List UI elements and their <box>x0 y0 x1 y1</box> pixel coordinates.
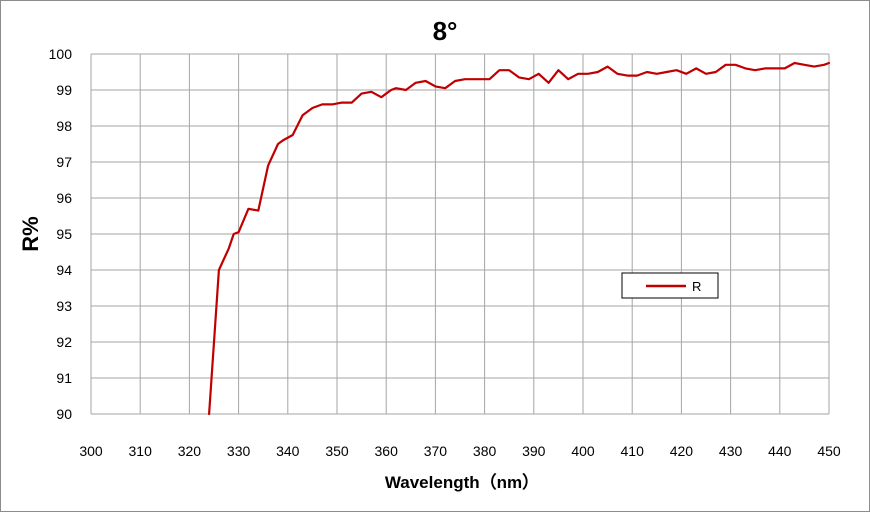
x-tick-label: 390 <box>522 443 546 459</box>
y-tick-label: 98 <box>56 118 72 134</box>
y-tick-label: 90 <box>56 406 72 422</box>
x-tick-label: 340 <box>276 443 300 459</box>
x-tick-label: 330 <box>227 443 251 459</box>
y-tick-label: 91 <box>56 370 72 386</box>
x-tick-label: 430 <box>719 443 743 459</box>
x-tick-label: 380 <box>473 443 497 459</box>
y-axis-label: R% <box>18 216 43 251</box>
legend-label-R: R <box>692 279 701 294</box>
y-tick-label: 97 <box>56 154 72 170</box>
series-line-R <box>208 61 831 416</box>
x-tick-label: 310 <box>129 443 153 459</box>
y-tick-label: 100 <box>49 46 73 62</box>
x-tick-label: 400 <box>571 443 595 459</box>
y-tick-label: 93 <box>56 298 72 314</box>
x-tick-label: 410 <box>621 443 645 459</box>
x-tick-label: 360 <box>375 443 399 459</box>
x-tick-label: 300 <box>79 443 103 459</box>
legend: R <box>621 272 719 299</box>
y-tick-label: 96 <box>56 190 72 206</box>
y-tick-label: 95 <box>56 226 72 242</box>
grid-lines <box>90 53 830 415</box>
x-tick-label: 440 <box>768 443 792 459</box>
x-tick-label: 420 <box>670 443 694 459</box>
x-tick-labels: 300 310 320 330 340 350 360 370 380 390 400 410 420 4… <box>79 443 841 459</box>
x-tick-label: 450 <box>817 443 841 459</box>
x-tick-label: 370 <box>424 443 448 459</box>
series-lines <box>208 61 831 416</box>
x-axis-label: Wavelength（nm） <box>385 472 539 492</box>
y-tick-label: 94 <box>56 262 72 278</box>
x-tick-label: 320 <box>178 443 202 459</box>
y-tick-labels: 90 91 92 93 94 95 96 97 98 99 100 <box>49 46 73 422</box>
x-tick-label: 350 <box>325 443 349 459</box>
chart-title: 8° <box>433 16 458 46</box>
y-tick-label: 92 <box>56 334 72 350</box>
y-tick-label: 99 <box>56 82 72 98</box>
